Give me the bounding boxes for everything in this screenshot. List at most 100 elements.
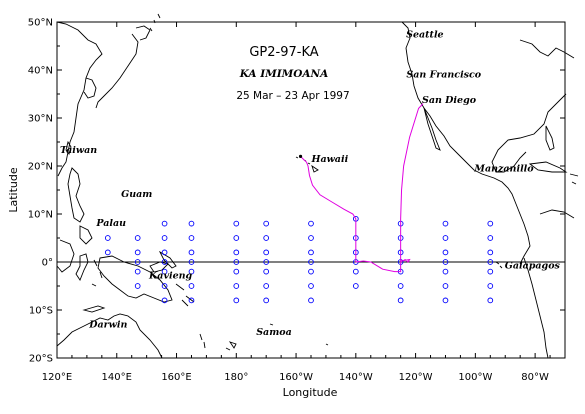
mooring-marker xyxy=(352,283,359,289)
philippines-coast xyxy=(67,167,85,223)
australia-coast xyxy=(56,313,163,359)
north-america-west-coast xyxy=(401,21,531,265)
mooring-marker xyxy=(134,235,141,241)
mooring-marker xyxy=(308,259,314,265)
cuba-coast xyxy=(528,161,568,173)
place-label: Seattle xyxy=(406,30,444,41)
mooring-marker xyxy=(308,297,314,304)
x-tick-label: 160°W xyxy=(279,372,313,383)
philippines-south xyxy=(79,225,93,245)
mooring-marker xyxy=(188,283,195,289)
mooring-marker xyxy=(134,283,141,289)
new-ireland-coast xyxy=(158,250,177,269)
mooring-marker xyxy=(161,259,168,265)
gulf-coast xyxy=(491,93,567,173)
mooring-marker xyxy=(308,249,314,256)
korea-coast xyxy=(83,77,97,99)
place-label: San Diego xyxy=(422,95,477,106)
moluccas xyxy=(91,259,103,287)
mooring-marker xyxy=(487,235,494,241)
cruise-dates-title: 25 Mar – 23 Apr 1997 xyxy=(236,90,349,102)
mooring-marker xyxy=(487,297,494,304)
place-label: Darwin xyxy=(88,320,127,331)
mooring-marker xyxy=(442,268,449,275)
mooring-marker xyxy=(134,268,141,275)
place-label: San Francisco xyxy=(406,70,481,81)
japan-north-coast xyxy=(135,25,151,41)
place-labels: Seattle San Francisco San Diego Taiwan Hawai… xyxy=(60,30,561,339)
y-tick-label: 40°N xyxy=(28,66,53,77)
x-tick-label: 120°E xyxy=(42,372,72,383)
mooring-marker xyxy=(188,259,195,265)
mooring-marker xyxy=(161,249,168,256)
new-guinea-coast xyxy=(97,255,173,303)
vanuatu-islands xyxy=(199,333,206,349)
y-tick-label: 50°N xyxy=(28,18,53,29)
caribbean-islands xyxy=(569,173,579,185)
x-tick-label: 160°E xyxy=(161,372,191,383)
mooring-marker xyxy=(233,220,240,227)
timor-coast xyxy=(82,305,106,313)
y-tick-label: 20°S xyxy=(29,354,53,365)
fiji-islands xyxy=(225,341,237,351)
mooring-marker xyxy=(308,283,314,289)
mooring-marker xyxy=(188,235,195,241)
south-america-coast xyxy=(523,209,575,359)
place-label: Samoa xyxy=(256,327,292,338)
mooring-marker xyxy=(352,268,359,275)
place-label: Guam xyxy=(121,189,152,200)
place-label: Hawaii xyxy=(311,154,349,165)
x-axis-ticks: 120°E 140°E 160°E 180° 160°W 140°W 120°W 100°W 8… xyxy=(42,22,551,383)
mooring-marker xyxy=(263,297,270,304)
y-axis-ticks: 50°N 40°N 30°N 20°N 10°N 0° 10°S 20°S xyxy=(28,18,565,365)
mooring-marker xyxy=(442,259,449,265)
x-tick-label: 120°W xyxy=(399,372,433,383)
mooring-marker xyxy=(233,268,240,275)
mooring-marker xyxy=(263,235,270,241)
y-tick-label: 10°S xyxy=(29,306,53,317)
y-tick-label: 0° xyxy=(42,258,53,269)
x-tick-label: 140°W xyxy=(339,372,373,383)
mooring-marker xyxy=(308,235,314,241)
mooring-marker xyxy=(442,249,449,256)
mooring-marker xyxy=(188,268,195,275)
mooring-marker xyxy=(188,249,195,256)
mooring-marker xyxy=(263,283,270,289)
x-tick-label: 100°W xyxy=(458,372,492,383)
y-tick-label: 20°N xyxy=(28,162,53,173)
mooring-marker xyxy=(161,283,168,289)
place-label: Palau xyxy=(95,218,126,229)
mooring-marker xyxy=(188,220,195,227)
mooring-marker xyxy=(442,220,449,227)
x-tick-label: 180° xyxy=(224,372,248,383)
mooring-array xyxy=(104,215,494,304)
mooring-marker xyxy=(487,283,494,289)
mooring-marker xyxy=(134,249,141,256)
sulawesi-coast xyxy=(75,253,89,281)
solomon-islands xyxy=(175,283,195,307)
mooring-marker xyxy=(487,259,494,265)
y-tick-label: 10°N xyxy=(28,210,53,221)
ship-name-title: KA IMIMOANA xyxy=(239,68,329,80)
mooring-marker xyxy=(263,249,270,256)
florida-coast xyxy=(545,125,555,151)
place-label: Taiwan xyxy=(60,145,97,156)
mooring-marker xyxy=(161,268,168,275)
taiwan-coast xyxy=(65,140,72,155)
mooring-marker xyxy=(161,297,168,304)
mooring-marker xyxy=(397,283,404,289)
mooring-marker xyxy=(442,235,449,241)
mooring-marker xyxy=(487,249,494,256)
mooring-marker xyxy=(487,220,494,227)
x-axis-label: Longitude xyxy=(283,386,338,399)
mooring-marker xyxy=(442,297,449,304)
japan-coast xyxy=(95,33,139,109)
mooring-marker xyxy=(161,235,168,241)
mooring-marker xyxy=(233,283,240,289)
place-label: Manzanillo xyxy=(473,163,534,174)
mooring-marker xyxy=(104,235,111,241)
mooring-marker xyxy=(397,297,404,304)
place-label: Kavieng xyxy=(148,270,192,281)
